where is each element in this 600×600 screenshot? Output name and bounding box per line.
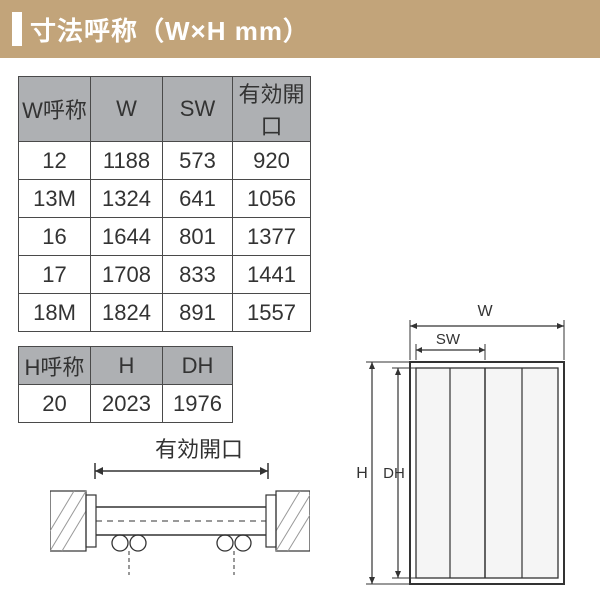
cell: 1056 (233, 180, 311, 218)
col-header: SW (163, 77, 233, 142)
table-row: 13M 1324 641 1056 (19, 180, 311, 218)
effective-opening-label: 有効開口 (155, 437, 243, 462)
cell: 801 (163, 218, 233, 256)
header-band: 寸法呼称（W×H mm） (0, 0, 600, 58)
page-title: 寸法呼称（W×H mm） (30, 11, 310, 48)
cell: 891 (163, 294, 233, 332)
table-header-row: W呼称 W SW 有効開口 (19, 77, 311, 142)
cell: 1557 (233, 294, 311, 332)
cell: 13M (19, 180, 91, 218)
h-label: H (356, 465, 368, 482)
cell: 17 (19, 256, 91, 294)
table-header-row: H呼称 H DH (19, 347, 233, 385)
cell: 641 (163, 180, 233, 218)
dimension-table-h: H呼称 H DH 20 2023 1976 (18, 346, 233, 423)
table-row: 18M 1824 891 1557 (19, 294, 311, 332)
elevation-diagram: W SW H DH (350, 300, 580, 590)
col-header: 有効開口 (233, 77, 311, 142)
cell: 2023 (91, 385, 163, 423)
cell: 16 (19, 218, 91, 256)
header-accent-bar (12, 12, 22, 46)
cell: 1644 (91, 218, 163, 256)
dh-label: DH (383, 465, 405, 482)
col-header: DH (163, 347, 233, 385)
cell: 1976 (163, 385, 233, 423)
wall-hatch-right (276, 491, 310, 551)
wall-hatch-left (50, 491, 86, 551)
cell: 1441 (233, 256, 311, 294)
table-row: 20 2023 1976 (19, 385, 233, 423)
col-header: H (91, 347, 163, 385)
col-header: W (91, 77, 163, 142)
table-row: 12 1188 573 920 (19, 142, 311, 180)
col-header: W呼称 (19, 77, 91, 142)
cell: 1377 (233, 218, 311, 256)
cross-section-diagram: 有効開口 (50, 435, 310, 585)
cell: 920 (233, 142, 311, 180)
cell: 1708 (91, 256, 163, 294)
cell: 573 (163, 142, 233, 180)
cell: 1324 (91, 180, 163, 218)
w-label: W (477, 303, 493, 320)
cell: 12 (19, 142, 91, 180)
cell: 1824 (91, 294, 163, 332)
cell: 18M (19, 294, 91, 332)
dimension-table-w: W呼称 W SW 有効開口 12 1188 573 920 13M 1324 6… (18, 76, 311, 332)
sw-label: SW (436, 331, 461, 348)
cell: 1188 (91, 142, 163, 180)
table-row: 16 1644 801 1377 (19, 218, 311, 256)
table-row: 17 1708 833 1441 (19, 256, 311, 294)
cell: 833 (163, 256, 233, 294)
col-header: H呼称 (19, 347, 91, 385)
cell: 20 (19, 385, 91, 423)
